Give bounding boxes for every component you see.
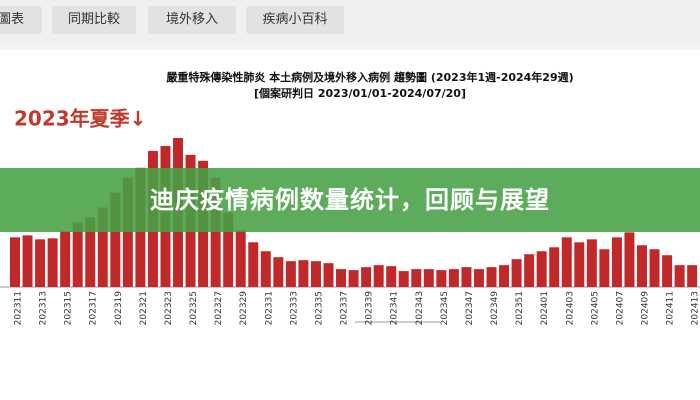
bar [310, 261, 321, 287]
bar [60, 231, 71, 287]
bar [561, 237, 572, 287]
x-tick-label: 202403 [565, 291, 575, 325]
bar [248, 242, 259, 287]
x-tick-label: 202413 [691, 291, 700, 325]
bar [574, 242, 585, 287]
bar [674, 265, 685, 287]
x-tick-label: 202341 [390, 291, 400, 325]
bar [85, 217, 96, 287]
tab-bar: 圖表 同期比較 境外移入 疾病小百科 [0, 0, 700, 44]
bar [22, 235, 33, 287]
x-tick-label: 202405 [590, 291, 600, 325]
x-tick-label: 202333 [289, 291, 299, 325]
x-tick-label: 202315 [64, 291, 74, 325]
x-tick-label: 202401 [540, 291, 550, 325]
x-tick-label: 202327 [214, 291, 224, 325]
bar [687, 265, 698, 287]
bar [336, 269, 347, 287]
bar [260, 251, 271, 287]
tab[interactable]: 圖表 [0, 6, 42, 34]
tab[interactable]: 境外移入 [148, 6, 236, 34]
bar [35, 239, 46, 287]
bar [637, 245, 647, 287]
chart-title: 嚴重特殊傳染性肺炎 本土病例及境外移入病例 趨勢圖 (2023年1週-2024年… [166, 70, 573, 84]
x-tick-label: 202335 [314, 291, 324, 325]
bar [436, 270, 447, 287]
bar [373, 265, 384, 287]
bar [361, 267, 372, 287]
bar [386, 266, 397, 287]
x-tick-label: 202351 [515, 291, 525, 325]
bar [235, 230, 246, 287]
x-tick-label: 202319 [114, 291, 124, 326]
bar [611, 237, 622, 287]
x-tick-label: 202313 [39, 291, 49, 325]
x-tick-label: 202349 [490, 291, 500, 326]
bar [549, 247, 560, 287]
bar [599, 249, 610, 287]
x-tick-label: 202317 [89, 291, 99, 325]
bar [649, 249, 660, 287]
bar [536, 251, 547, 287]
x-tick-label: 202411 [666, 291, 676, 325]
bar [499, 265, 510, 287]
bar [273, 257, 284, 287]
bar [223, 212, 234, 287]
bar [298, 260, 309, 287]
bar [624, 232, 635, 287]
chart-subtitle: [個案研判日 2023/01/01-2024/07/20] [254, 86, 466, 100]
bar [461, 267, 472, 287]
bar [473, 269, 484, 287]
bar [285, 261, 296, 287]
bar [423, 269, 434, 287]
bar [448, 269, 459, 287]
bar [72, 222, 83, 287]
bar [122, 177, 133, 287]
bar [524, 254, 535, 287]
bar [411, 269, 422, 287]
bar [110, 192, 121, 287]
annotation: 2023年夏季↓ [14, 107, 146, 131]
x-tick-label: 202321 [139, 291, 149, 325]
bar [323, 263, 334, 287]
bar [210, 177, 221, 287]
bar [97, 207, 108, 287]
x-tick-label: 202345 [440, 291, 450, 325]
bar [662, 255, 673, 287]
bar [511, 259, 522, 287]
bar [348, 270, 359, 287]
bar [47, 238, 58, 287]
x-tick-label: 202343 [415, 291, 425, 325]
tab[interactable]: 同期比較 [52, 6, 136, 34]
x-tick-label: 202329 [239, 291, 249, 326]
x-tick-label: 202323 [164, 291, 174, 325]
x-tick-label: 202311 [14, 291, 24, 325]
bar [486, 267, 497, 287]
x-tick-label: 202409 [641, 291, 651, 326]
x-tick-label: 202347 [465, 291, 475, 325]
x-tick-label: 202407 [615, 291, 625, 325]
bar [398, 271, 409, 287]
x-tick-label: 202325 [189, 291, 199, 325]
x-tick-label: 202331 [264, 291, 274, 325]
x-tick-label: 202337 [340, 291, 350, 325]
banner: 迪庆疫情病例数量统计，回顾与展望 [0, 168, 700, 232]
x-tick-label: 202339 [365, 291, 375, 326]
tab[interactable]: 疾病小百科 [246, 6, 344, 34]
bar [586, 239, 597, 287]
bar [10, 237, 20, 287]
